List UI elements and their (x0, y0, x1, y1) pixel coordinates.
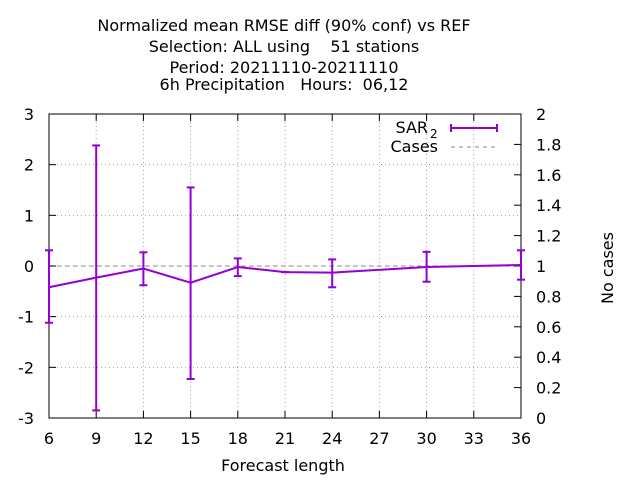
y2-tick-label: 1 (536, 257, 546, 276)
y-tick-label: 2 (24, 156, 34, 175)
series-line (48, 263, 522, 289)
x-tick-label: 33 (464, 429, 484, 448)
y2-tick-label: 2 (536, 105, 546, 124)
x-tick-label: 36 (511, 429, 531, 448)
y2-axis-label: No cases (598, 232, 617, 304)
y2-tick-label: 0.4 (536, 348, 561, 367)
y2-tick-label: 1.8 (536, 135, 561, 154)
x-axis-label: Forecast length (221, 456, 345, 475)
y2-tick-label: 0.8 (536, 287, 561, 306)
y2-tick-label: 0.6 (536, 318, 561, 337)
y-tick-label: 0 (24, 257, 34, 276)
chart-title-line-4: 6h Precipitation Hours: 06,12 (159, 75, 409, 94)
y-tick-label: 3 (24, 105, 34, 124)
x-axis: 6 9 12 15 18 21 24 27 30 33 36 (44, 114, 531, 448)
x-tick-label: 18 (228, 429, 248, 448)
legend-cases-label: Cases (391, 137, 439, 156)
x-tick-label: 24 (322, 429, 342, 448)
x-tick-label: 30 (416, 429, 436, 448)
x-tick-label: 21 (275, 429, 295, 448)
x-tick-label: 27 (369, 429, 389, 448)
y-tick-label: -1 (18, 308, 34, 327)
y2-tick-label: 0.2 (536, 379, 561, 398)
y-tick-label: -3 (18, 409, 34, 428)
legend-series-label: SAR (395, 118, 428, 137)
x-tick-label: 15 (180, 429, 200, 448)
chart-title-line-3: Period: 20211110-20211110 (169, 58, 399, 77)
y2-tick-label: 1.2 (536, 227, 561, 246)
x-tick-label: 12 (133, 429, 153, 448)
legend-series-subscript: 2 (430, 127, 438, 141)
y2-tick-label: 1.4 (536, 196, 561, 215)
chart-title-line-1: Normalized mean RMSE diff (90% conf) vs … (97, 16, 471, 35)
y-tick-label: 1 (24, 206, 34, 225)
legend: SAR 2 Cases (391, 118, 498, 156)
sar2-series (45, 144, 525, 412)
y2-tick-label: 0 (536, 409, 546, 428)
y-axis-right: 0 0.2 0.4 0.6 0.8 1 1.2 1.4 1.6 1.8 2 (514, 105, 561, 428)
x-tick-label: 6 (44, 429, 54, 448)
y2-tick-label: 1.6 (536, 166, 561, 185)
y-tick-label: -2 (18, 358, 34, 377)
chart-title-line-2: Selection: ALL using 51 stations (148, 37, 420, 56)
legend-series-sample (450, 124, 498, 132)
x-tick-label: 9 (91, 429, 101, 448)
y-axis-left: -3 -2 -1 0 1 2 3 (18, 105, 56, 428)
